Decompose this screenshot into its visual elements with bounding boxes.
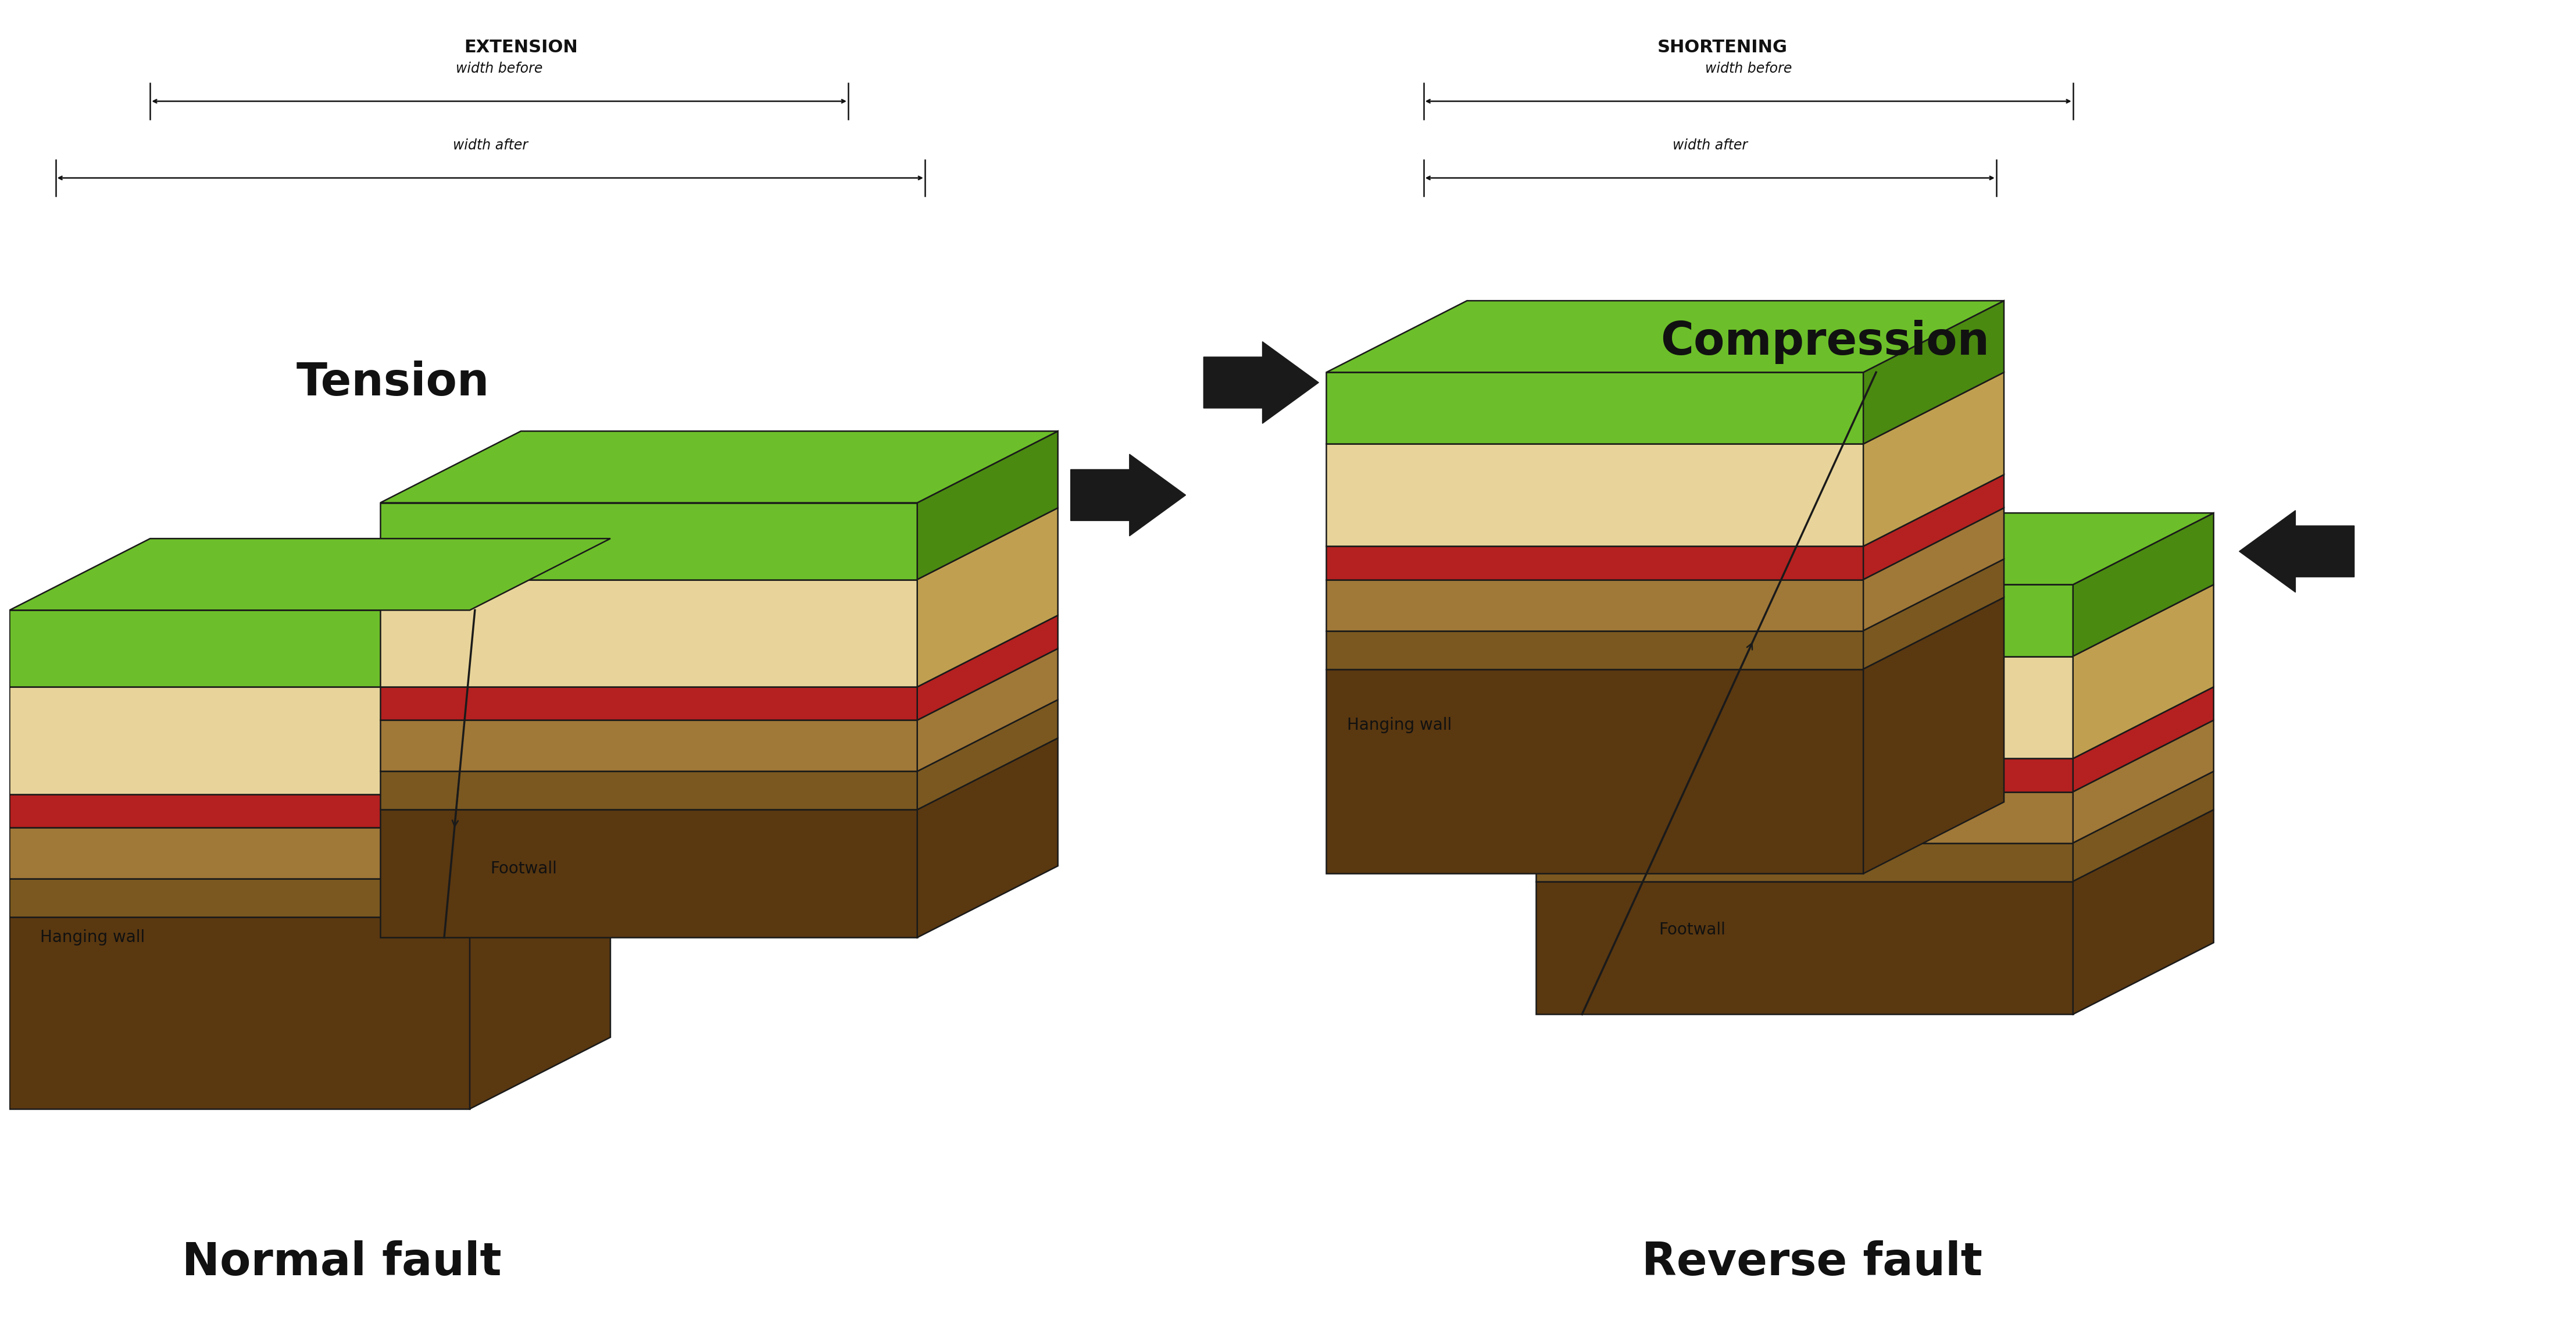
Polygon shape — [469, 539, 611, 686]
Polygon shape — [1535, 792, 2074, 843]
Polygon shape — [2074, 585, 2213, 759]
Text: SHORTENING: SHORTENING — [1656, 39, 1788, 56]
FancyArrow shape — [1072, 454, 1185, 537]
Polygon shape — [1535, 512, 2213, 585]
Polygon shape — [1327, 579, 1862, 630]
FancyArrow shape — [2239, 510, 2354, 593]
Polygon shape — [1535, 585, 2074, 656]
Polygon shape — [10, 879, 469, 917]
Text: Compression: Compression — [1662, 320, 1989, 364]
Text: width after: width after — [1672, 138, 1747, 153]
Polygon shape — [2074, 512, 2213, 656]
Polygon shape — [469, 615, 611, 795]
Polygon shape — [10, 795, 469, 828]
Polygon shape — [10, 828, 469, 879]
Polygon shape — [917, 739, 1059, 938]
Polygon shape — [1862, 372, 2004, 546]
Polygon shape — [10, 917, 469, 1109]
Polygon shape — [1535, 843, 2074, 882]
Polygon shape — [1327, 372, 1862, 444]
Text: Tension: Tension — [296, 360, 489, 404]
Polygon shape — [381, 431, 1059, 503]
Polygon shape — [1862, 597, 2004, 874]
Text: Hanging wall: Hanging wall — [1347, 717, 1453, 733]
Polygon shape — [381, 686, 917, 720]
Text: Footwall: Footwall — [489, 860, 556, 876]
Polygon shape — [917, 649, 1059, 771]
Text: Reverse fault: Reverse fault — [1641, 1240, 1984, 1284]
Polygon shape — [917, 700, 1059, 809]
Polygon shape — [2074, 809, 2213, 1014]
Polygon shape — [1327, 669, 1862, 874]
Polygon shape — [1327, 546, 1862, 579]
Polygon shape — [1327, 301, 2004, 372]
Polygon shape — [1862, 559, 2004, 669]
Polygon shape — [10, 539, 611, 610]
Text: width before: width before — [456, 62, 544, 76]
Polygon shape — [1535, 759, 2074, 792]
Polygon shape — [469, 756, 611, 879]
Polygon shape — [10, 610, 469, 686]
Polygon shape — [469, 807, 611, 917]
Polygon shape — [469, 846, 611, 1109]
Polygon shape — [1862, 508, 2004, 630]
FancyArrow shape — [1203, 341, 1319, 423]
Text: width after: width after — [453, 138, 528, 153]
Polygon shape — [381, 503, 917, 579]
Polygon shape — [469, 723, 611, 828]
Polygon shape — [10, 686, 469, 795]
Polygon shape — [381, 771, 917, 809]
Polygon shape — [381, 809, 917, 938]
Text: width before: width before — [1705, 62, 1793, 76]
Polygon shape — [1327, 630, 1862, 669]
Polygon shape — [381, 720, 917, 771]
Polygon shape — [1535, 656, 2074, 759]
Polygon shape — [381, 579, 917, 686]
Text: Footwall: Footwall — [1659, 922, 1726, 938]
Text: Normal fault: Normal fault — [183, 1240, 502, 1284]
Polygon shape — [917, 615, 1059, 720]
Polygon shape — [1535, 882, 2074, 1014]
Polygon shape — [2074, 720, 2213, 843]
Text: Hanging wall: Hanging wall — [41, 930, 144, 946]
Polygon shape — [2074, 686, 2213, 792]
Polygon shape — [1862, 475, 2004, 579]
Polygon shape — [917, 508, 1059, 686]
Polygon shape — [1327, 444, 1862, 546]
Polygon shape — [2074, 771, 2213, 882]
Text: EXTENSION: EXTENSION — [464, 39, 577, 56]
Polygon shape — [1862, 301, 2004, 444]
Polygon shape — [917, 431, 1059, 579]
